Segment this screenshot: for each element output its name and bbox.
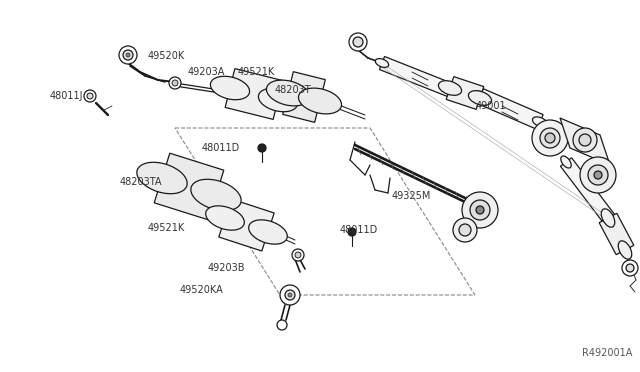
Circle shape (540, 128, 560, 148)
Circle shape (588, 165, 608, 185)
Circle shape (476, 206, 484, 214)
Ellipse shape (472, 91, 488, 101)
Ellipse shape (211, 76, 250, 100)
Circle shape (84, 90, 96, 102)
Polygon shape (446, 77, 484, 109)
Text: R492001A: R492001A (582, 348, 632, 358)
Circle shape (280, 285, 300, 305)
Ellipse shape (375, 58, 388, 67)
Circle shape (87, 93, 93, 99)
Ellipse shape (605, 214, 615, 226)
Circle shape (295, 252, 301, 258)
Circle shape (626, 264, 634, 272)
Circle shape (172, 80, 178, 86)
Text: 49203B: 49203B (208, 263, 246, 273)
Ellipse shape (249, 220, 287, 244)
Circle shape (459, 224, 471, 236)
Polygon shape (283, 72, 325, 122)
Text: 48203T: 48203T (275, 85, 312, 95)
Circle shape (594, 171, 602, 179)
Circle shape (545, 133, 555, 143)
Circle shape (349, 33, 367, 51)
Ellipse shape (561, 156, 572, 168)
Text: 49001: 49001 (476, 101, 507, 111)
Circle shape (532, 120, 568, 156)
Polygon shape (154, 153, 224, 220)
Ellipse shape (205, 206, 244, 230)
Circle shape (285, 290, 295, 300)
Polygon shape (560, 118, 610, 165)
Circle shape (169, 77, 181, 89)
Polygon shape (477, 89, 543, 129)
Text: 49520KA: 49520KA (180, 285, 224, 295)
Circle shape (573, 128, 597, 152)
Ellipse shape (259, 88, 298, 112)
Ellipse shape (601, 209, 615, 227)
Circle shape (277, 320, 287, 330)
Text: 48011D: 48011D (202, 143, 240, 153)
Circle shape (126, 53, 130, 57)
Text: 48011J: 48011J (50, 91, 83, 101)
Ellipse shape (438, 81, 461, 95)
Polygon shape (599, 213, 634, 255)
Ellipse shape (444, 86, 457, 94)
Polygon shape (561, 158, 616, 224)
Ellipse shape (298, 88, 342, 114)
Text: 49521K: 49521K (238, 67, 275, 77)
Polygon shape (380, 57, 452, 96)
Circle shape (348, 228, 356, 236)
Circle shape (580, 157, 616, 193)
Circle shape (292, 249, 304, 261)
Text: 48011D: 48011D (340, 225, 378, 235)
Ellipse shape (532, 117, 548, 127)
Ellipse shape (468, 91, 492, 105)
Circle shape (123, 50, 133, 60)
Circle shape (470, 200, 490, 220)
Circle shape (258, 144, 266, 152)
Circle shape (453, 218, 477, 242)
Text: 48203TA: 48203TA (120, 177, 163, 187)
Text: 49520K: 49520K (148, 51, 185, 61)
Circle shape (579, 134, 591, 146)
Polygon shape (219, 199, 274, 251)
Circle shape (622, 260, 638, 276)
Polygon shape (225, 68, 283, 119)
Ellipse shape (191, 179, 241, 211)
Circle shape (288, 293, 292, 297)
Ellipse shape (137, 162, 187, 194)
Circle shape (119, 46, 137, 64)
Ellipse shape (618, 241, 632, 259)
Text: 49203A: 49203A (188, 67, 225, 77)
Text: 49521K: 49521K (148, 223, 185, 233)
Circle shape (462, 192, 498, 228)
Circle shape (353, 37, 363, 47)
Text: 49325M: 49325M (392, 191, 431, 201)
Ellipse shape (266, 80, 310, 106)
